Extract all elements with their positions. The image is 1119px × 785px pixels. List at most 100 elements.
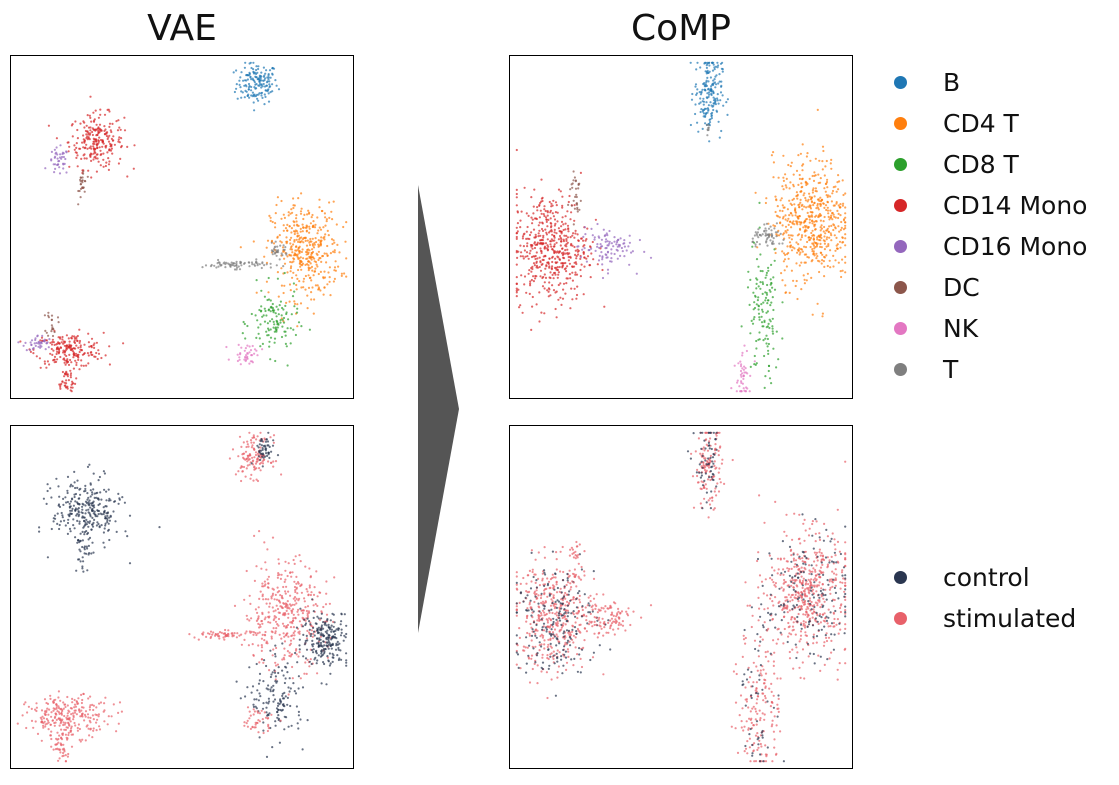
- scatter-point: [814, 157, 817, 160]
- scatter-point: [117, 140, 120, 143]
- scatter-point: [305, 648, 309, 651]
- scatter-point: [812, 187, 815, 190]
- scatter-point: [807, 205, 810, 208]
- scatter-point: [104, 515, 107, 518]
- scatter-point: [257, 67, 260, 71]
- scatter-point: [110, 147, 113, 150]
- scatter-point: [809, 245, 812, 249]
- scatter-point: [559, 282, 562, 285]
- scatter-point: [816, 255, 819, 258]
- scatter-point: [302, 241, 305, 244]
- scatter-point: [60, 736, 63, 739]
- scatter-point: [335, 223, 338, 226]
- scatter-point: [324, 233, 327, 236]
- scatter-point: [536, 241, 539, 244]
- scatter-point: [551, 600, 554, 603]
- scatter-point: [81, 713, 84, 716]
- scatter-point: [244, 347, 247, 350]
- scatter-point: [306, 617, 309, 620]
- scatter-point: [322, 621, 325, 624]
- scatter-point: [817, 208, 820, 211]
- scatter-point: [108, 125, 111, 128]
- scatter-point: [273, 330, 276, 333]
- scatter-point: [67, 752, 70, 756]
- scatter-point: [306, 307, 309, 310]
- scatter-point: [766, 345, 769, 348]
- scatter-point: [40, 336, 44, 339]
- scatter-point: [65, 348, 68, 351]
- scatter-point: [770, 382, 773, 385]
- scatter-point: [329, 672, 332, 675]
- scatter-point: [284, 342, 287, 345]
- scatter-point: [834, 227, 837, 230]
- scatter-point: [282, 316, 286, 320]
- scatter-point: [784, 184, 787, 187]
- scatter-point: [312, 593, 316, 596]
- scatter-point: [796, 297, 799, 301]
- scatter-point: [311, 639, 314, 642]
- scatter-point: [264, 89, 267, 92]
- scatter-point: [579, 199, 582, 202]
- scatter-point: [329, 643, 332, 646]
- scatter-point: [79, 183, 82, 186]
- scatter-point: [314, 284, 317, 287]
- scatter-point: [60, 511, 63, 515]
- scatter-point: [85, 133, 88, 136]
- scatter-point: [306, 294, 309, 297]
- scatter-point: [82, 172, 85, 175]
- scatter-point: [568, 194, 571, 198]
- scatter-point: [600, 245, 603, 248]
- scatter-point: [773, 259, 776, 262]
- scatter-point: [690, 452, 693, 455]
- scatter-point: [239, 352, 242, 355]
- scatter-point: [777, 358, 780, 361]
- scatter-point: [90, 337, 94, 340]
- scatter-point: [98, 475, 101, 479]
- scatter-point: [274, 664, 278, 667]
- cluster-dc: [567, 170, 582, 226]
- scatter-point: [757, 228, 760, 231]
- scatter-point: [86, 130, 89, 133]
- scatter-point: [97, 503, 100, 507]
- scatter-point: [832, 265, 835, 268]
- scatter-point: [260, 266, 263, 270]
- scatter-point: [766, 283, 769, 287]
- scatter-point: [801, 208, 804, 211]
- scatter-point: [66, 521, 70, 525]
- scatter-point: [838, 180, 841, 183]
- scatter-point: [715, 494, 718, 497]
- scatter-point: [93, 492, 96, 495]
- scatter-point: [833, 234, 836, 237]
- scatter-point: [252, 459, 255, 462]
- scatter-point: [61, 370, 64, 374]
- scatter-point: [39, 346, 42, 349]
- scatter-point: [294, 649, 298, 652]
- scatter-point: [763, 319, 766, 322]
- scatter-point: [705, 81, 708, 84]
- scatter-point: [301, 612, 304, 615]
- scatter-point: [804, 261, 807, 264]
- scatter-point: [540, 250, 543, 253]
- scatter-point: [816, 236, 819, 239]
- scatter-point: [815, 220, 818, 223]
- scatter-point: [66, 726, 69, 729]
- scatter-point: [803, 282, 806, 285]
- scatter-point: [97, 715, 100, 718]
- scatter-point: [756, 231, 759, 234]
- scatter-point: [257, 606, 260, 609]
- scatter-point: [268, 615, 271, 618]
- scatter-point: [319, 591, 322, 594]
- scatter-point: [308, 243, 312, 247]
- scatter-point: [299, 259, 302, 262]
- scatter-point: [287, 214, 290, 217]
- scatter-point: [831, 218, 834, 221]
- scatter-point: [89, 129, 92, 132]
- scatter-point: [591, 234, 594, 237]
- scatter-point: [65, 346, 68, 349]
- scatter-point: [707, 88, 710, 91]
- scatter-point: [829, 232, 832, 235]
- scatter-point: [553, 239, 556, 242]
- scatter-point: [250, 446, 253, 449]
- scatter-point: [82, 516, 85, 519]
- scatter-point: [638, 238, 641, 242]
